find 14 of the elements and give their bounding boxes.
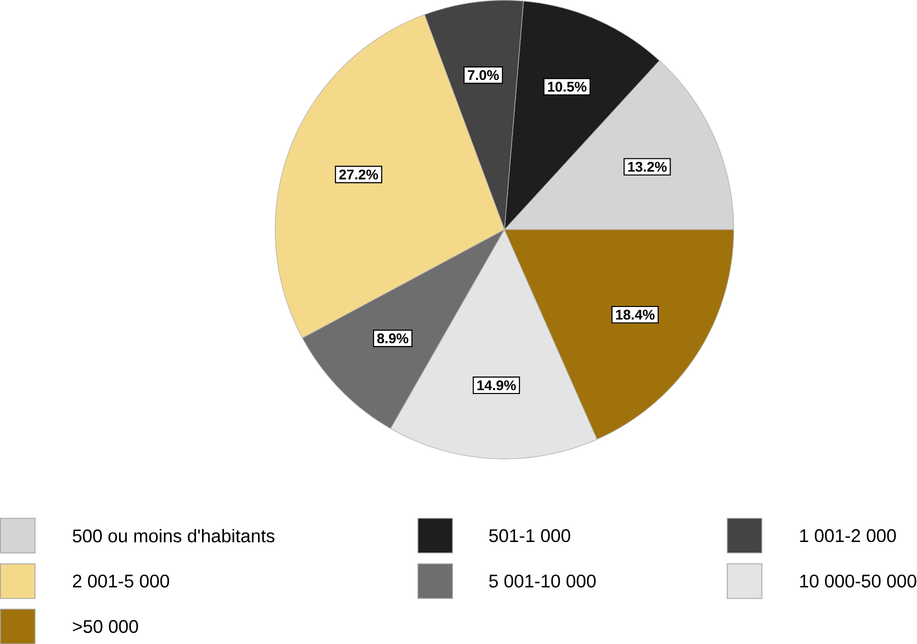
legend-label: 2 001-5 000 (72, 574, 170, 588)
legend-label: 500 ou moins d'habitants (72, 528, 274, 542)
data-label: 7.0% (468, 70, 499, 80)
legend-label: 1 001-2 000 (800, 529, 896, 542)
data-label: 27.2% (339, 169, 378, 180)
legend-label: >50 000 (72, 620, 138, 633)
data-label: 18.4% (616, 310, 655, 320)
data-label: 14.9% (477, 380, 516, 390)
legend-label: 501-1 000 (489, 529, 570, 542)
data-label: 13.2% (628, 162, 667, 172)
legend-label: 5 001-10 000 (489, 574, 596, 588)
data-label: 8.9% (377, 333, 408, 344)
data-label: 10.5% (548, 82, 586, 92)
legend-label: 10 000-50 000 (800, 574, 916, 588)
